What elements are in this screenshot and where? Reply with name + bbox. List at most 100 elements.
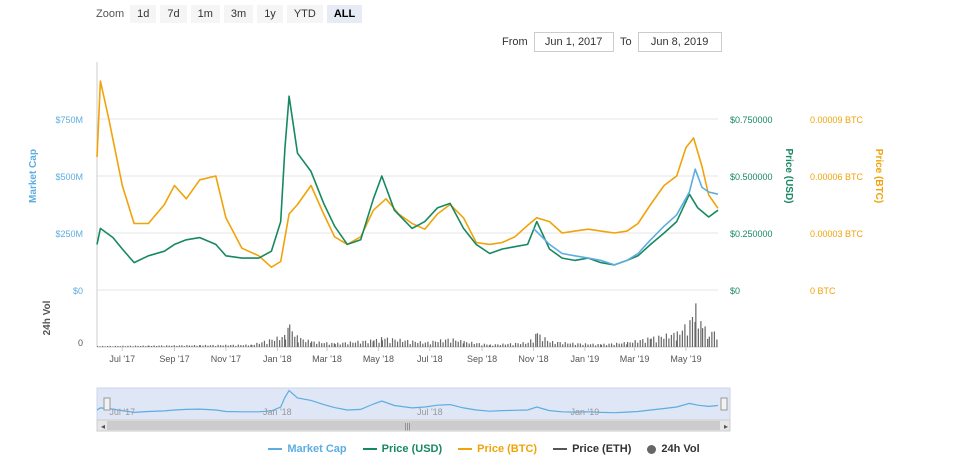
volume-bar: [145, 346, 147, 347]
volume-bar: [300, 337, 302, 347]
volume-bar: [512, 345, 514, 347]
volume-bar: [559, 342, 561, 347]
legend-item-price-eth[interactable]: Price (ETH): [553, 443, 631, 455]
volume-bar: [102, 345, 104, 347]
volume-bar: [202, 345, 204, 347]
legend-item-price-usd[interactable]: Price (USD): [362, 443, 442, 455]
zoom-3m-button[interactable]: 3m: [223, 5, 254, 23]
from-date-input[interactable]: Jun 1, 2017: [533, 32, 614, 52]
legend-item-market-cap[interactable]: Market Cap: [268, 443, 347, 455]
volume-bars: [97, 303, 718, 347]
volume-bar: [137, 345, 139, 347]
volume-bar: [150, 345, 153, 347]
zoom-7d-button[interactable]: 7d: [160, 5, 187, 23]
legend-label: 24h Vol: [661, 443, 700, 455]
volume-bar: [367, 343, 369, 347]
volume-bar: [389, 343, 391, 347]
volume-bar: [199, 345, 201, 347]
navigator-right-handle: [720, 397, 728, 411]
volume-bar: [412, 340, 414, 347]
zoom-ytd-button[interactable]: YTD: [286, 5, 323, 23]
volume-bar: [649, 339, 651, 347]
volume-bar: [539, 334, 541, 347]
navigator[interactable]: Jul '17 Jan '18 Jul '18 Jan '19 ◂ ▸ |||: [96, 387, 731, 432]
volume-bar: [287, 327, 289, 347]
volume-bar: [331, 342, 333, 347]
price-btc-tick-label: 0 BTC: [810, 286, 836, 296]
volume-bar: [691, 317, 694, 347]
volume-bar: [444, 339, 447, 347]
zoom-1y-button[interactable]: 1y: [257, 5, 283, 23]
volume-bar: [670, 334, 673, 347]
x-tick-label: Mar '18: [312, 354, 342, 364]
scroll-right-arrow-icon: ▸: [724, 422, 728, 431]
to-date-input[interactable]: Jun 8, 2019: [637, 32, 722, 52]
volume-bar: [713, 331, 715, 347]
legend-item-volume[interactable]: 24h Vol: [647, 443, 700, 455]
x-tick-label: Jul '18: [417, 354, 443, 364]
volume-bar: [600, 344, 603, 347]
volume-bar: [378, 342, 380, 347]
volume-bar: [294, 336, 296, 347]
volume-bar: [572, 342, 574, 347]
volume-bar: [261, 342, 263, 347]
navigator-tick-label: Jan '18: [263, 407, 292, 417]
volume-bar: [701, 328, 704, 347]
legend-label: Price (BTC): [477, 443, 538, 455]
volume-bar: [681, 330, 683, 347]
volume-bar: [544, 337, 546, 347]
volume-bar: [196, 345, 198, 347]
price-usd-tick-label: $0.500000: [730, 172, 773, 182]
volume-bar: [284, 334, 286, 347]
volume-bar: [364, 340, 367, 347]
volume-bar: [452, 338, 454, 347]
volume-bar: [339, 344, 341, 347]
volume-bar: [574, 344, 576, 347]
volume-bar: [163, 346, 165, 347]
volume-bar: [525, 343, 527, 347]
volume-bar: [587, 344, 589, 347]
legend-item-price-btc[interactable]: Price (BTC): [458, 443, 537, 455]
volume-bar: [695, 303, 697, 347]
price-btc-axis-title: Price (BTC): [873, 149, 884, 203]
volume-bar: [478, 343, 480, 347]
zoom-1m-button[interactable]: 1m: [190, 5, 220, 23]
to-label: To: [620, 36, 632, 48]
volume-bar: [468, 343, 470, 347]
volume-bar: [626, 344, 628, 347]
volume-bar: [313, 341, 315, 347]
volume-bar: [450, 342, 452, 347]
volume-bar: [502, 343, 504, 347]
volume-bar: [605, 345, 608, 347]
volume-bar: [220, 345, 222, 347]
volume-bar: [373, 340, 375, 347]
volume-bar: [171, 345, 173, 347]
volume-bar: [114, 345, 116, 347]
zoom-bar: Zoom 1d 7d 1m 3m 1y YTD ALL: [96, 5, 366, 23]
volume-bar: [621, 343, 623, 347]
volume-bar: [592, 343, 594, 347]
volume-bar: [481, 345, 483, 347]
volume-bar: [432, 340, 434, 347]
market-cap-line: [532, 168, 719, 266]
volume-bar: [142, 345, 144, 347]
zoom-label: Zoom: [96, 8, 125, 20]
volume-bar: [357, 340, 359, 347]
market-cap-axis-title: Market Cap: [28, 149, 39, 203]
volume-bar: [349, 341, 351, 347]
zoom-1d-button[interactable]: 1d: [130, 5, 157, 23]
volume-bar: [129, 345, 132, 347]
volume-bar: [316, 343, 318, 347]
zoom-all-button[interactable]: ALL: [326, 5, 363, 23]
volume-bar: [256, 342, 258, 347]
volume-bar: [466, 342, 468, 347]
volume-bar: [514, 342, 517, 347]
volume-bar: [658, 335, 660, 347]
volume-bar: [675, 340, 678, 347]
volume-bar: [281, 336, 283, 347]
volume-bar: [492, 345, 494, 347]
volume-bar: [530, 339, 532, 347]
volume-bar: [552, 341, 554, 347]
volume-bar: [247, 345, 250, 347]
volume-bar: [707, 338, 709, 347]
